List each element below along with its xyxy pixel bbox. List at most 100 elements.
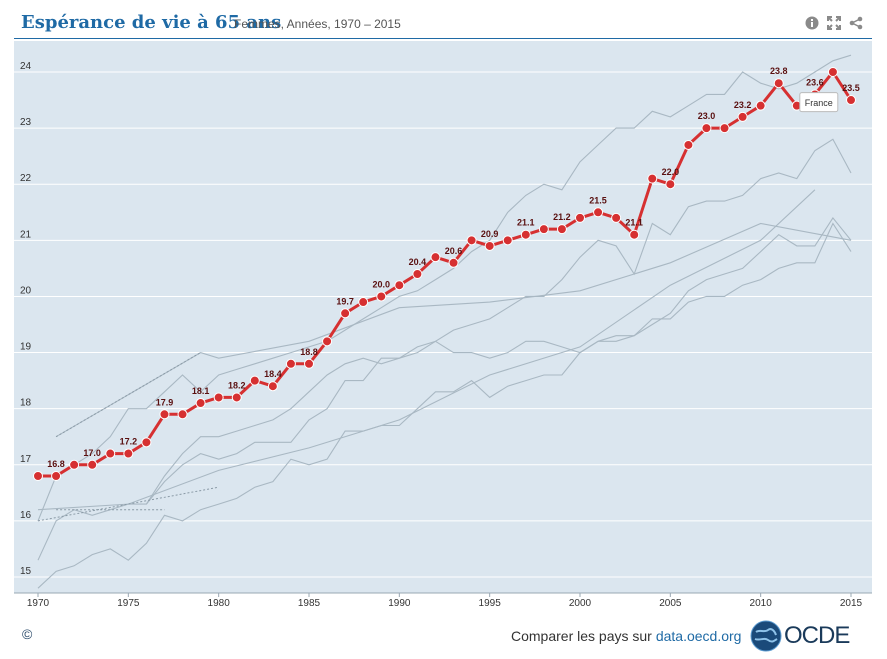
copyright-symbol[interactable]: ©: [22, 626, 33, 642]
france-data-point: [105, 448, 116, 459]
x-tick-label: 1985: [298, 598, 321, 609]
france-data-point: [719, 123, 730, 134]
france-data-point: [376, 291, 387, 302]
france-data-point: [340, 308, 351, 319]
y-tick-label: 21: [20, 229, 32, 240]
plot-background: [14, 41, 872, 593]
france-data-label: 18.4: [264, 369, 282, 379]
france-data-label: 17.2: [120, 437, 138, 447]
france-data-point: [195, 398, 206, 409]
y-tick-label: 16: [20, 510, 32, 521]
x-tick-label: 1995: [479, 598, 502, 609]
france-data-point: [448, 257, 459, 268]
y-tick-label: 22: [20, 173, 32, 184]
france-data-point: [755, 100, 766, 111]
france-data-point: [159, 409, 170, 420]
france-data-label: 17.0: [83, 448, 101, 458]
france-data-label: 18.1: [192, 386, 210, 396]
y-tick-label: 18: [20, 398, 32, 409]
comparison-series-dotted-line: [37, 486, 219, 522]
france-data-point: [267, 381, 278, 392]
y-tick-label: 15: [20, 566, 32, 577]
oecd-logo-text: OCDE: [784, 622, 850, 649]
x-tick-label: 2015: [840, 598, 863, 609]
france-data-point: [737, 111, 748, 122]
share-icon[interactable]: [849, 16, 863, 30]
x-tick-label: 2005: [659, 598, 682, 609]
france-data-label: 21.1: [625, 218, 643, 228]
france-data-point: [556, 224, 567, 235]
france-data-label: 18.2: [228, 380, 246, 390]
france-data-point: [430, 252, 441, 263]
france-data-point: [520, 229, 531, 240]
france-data-label: 19.7: [336, 296, 354, 306]
chart-toolbar: [805, 16, 863, 30]
france-data-point: [33, 471, 43, 481]
chart-footer: © Comparer les pays sur data.oecd.org OCD…: [0, 612, 887, 659]
france-data-point: [231, 392, 242, 403]
france-data-label: 20.9: [481, 229, 499, 239]
comparison-series-line: [37, 138, 852, 561]
comparison-series-line: [37, 189, 816, 511]
info-icon[interactable]: [805, 16, 819, 30]
france-data-point: [683, 139, 694, 150]
france-data-point: [466, 235, 477, 246]
x-tick-label: 1980: [208, 598, 231, 609]
france-data-point: [87, 459, 98, 470]
oecd-data-link[interactable]: data.oecd.org: [655, 628, 742, 644]
france-data-point: [394, 280, 405, 291]
expand-icon[interactable]: [827, 16, 841, 30]
france-data-point: [51, 471, 62, 481]
france-data-label: 16.8: [47, 459, 65, 469]
france-data-label: 21.2: [553, 212, 571, 222]
france-data-label: 21.1: [517, 218, 535, 228]
chart-subtitle: Femmes, Années, 1970 – 2015: [234, 17, 401, 31]
compare-countries-text: Comparer les pays sur data.oecd.org: [511, 628, 741, 644]
france-data-point: [846, 95, 856, 106]
france-data-point: [575, 212, 585, 223]
france-data-point: [123, 448, 134, 459]
tooltip-label: France: [805, 98, 833, 108]
oecd-globe-icon: [750, 620, 782, 652]
france-data-point: [322, 336, 333, 347]
france-data-label: 23.6: [806, 77, 824, 87]
france-data-point: [412, 269, 423, 279]
france-data-point: [484, 240, 495, 251]
y-tick-label: 19: [20, 342, 32, 353]
x-tick-label: 1990: [388, 598, 411, 609]
france-data-label: 20.4: [409, 257, 427, 267]
header-divider: [14, 38, 872, 39]
france-data-label: 23.2: [734, 100, 752, 110]
x-tick-label: 2010: [750, 598, 773, 609]
france-data-point: [827, 67, 838, 77]
y-tick-label: 24: [20, 61, 32, 72]
x-tick-label: 1970: [27, 598, 50, 609]
france-data-label: 23.5: [842, 83, 860, 93]
line-chart: 15 16 17 18 19 20 21 22 23 24 1970 1975 1980 1985 1990…: [14, 41, 872, 609]
x-tick-label: 1975: [117, 598, 140, 609]
france-data-point: [647, 173, 658, 184]
france-data-point: [304, 358, 314, 369]
france-data-label: 20.0: [373, 279, 391, 289]
france-data-point: [141, 437, 152, 448]
comparison-series-line: [37, 54, 852, 522]
france-data-point: [665, 179, 676, 190]
tooltip-box: [799, 92, 839, 113]
france-data-label: 22.0: [662, 167, 680, 177]
compare-text: Comparer les pays sur: [511, 628, 652, 644]
france-data-label: 18.8: [300, 347, 318, 357]
france-data-label: 17.9: [156, 397, 174, 407]
comparison-series-line: [37, 222, 852, 589]
comparison-series-line: [145, 216, 852, 505]
france-data-point: [358, 297, 369, 308]
chart-header: Espérance de vie à 65 ans Femmes, Années…: [0, 0, 887, 48]
france-data-point: [629, 229, 640, 240]
y-tick-label: 20: [20, 285, 32, 296]
y-tick-label: 17: [20, 454, 32, 465]
france-data-label: 21.5: [589, 195, 607, 205]
france-data-label: 23.8: [770, 66, 788, 76]
france-data-point: [249, 375, 260, 386]
france-data-label: 23.0: [698, 111, 716, 121]
france-data-point: [502, 235, 513, 246]
france-data-point: [177, 409, 188, 420]
